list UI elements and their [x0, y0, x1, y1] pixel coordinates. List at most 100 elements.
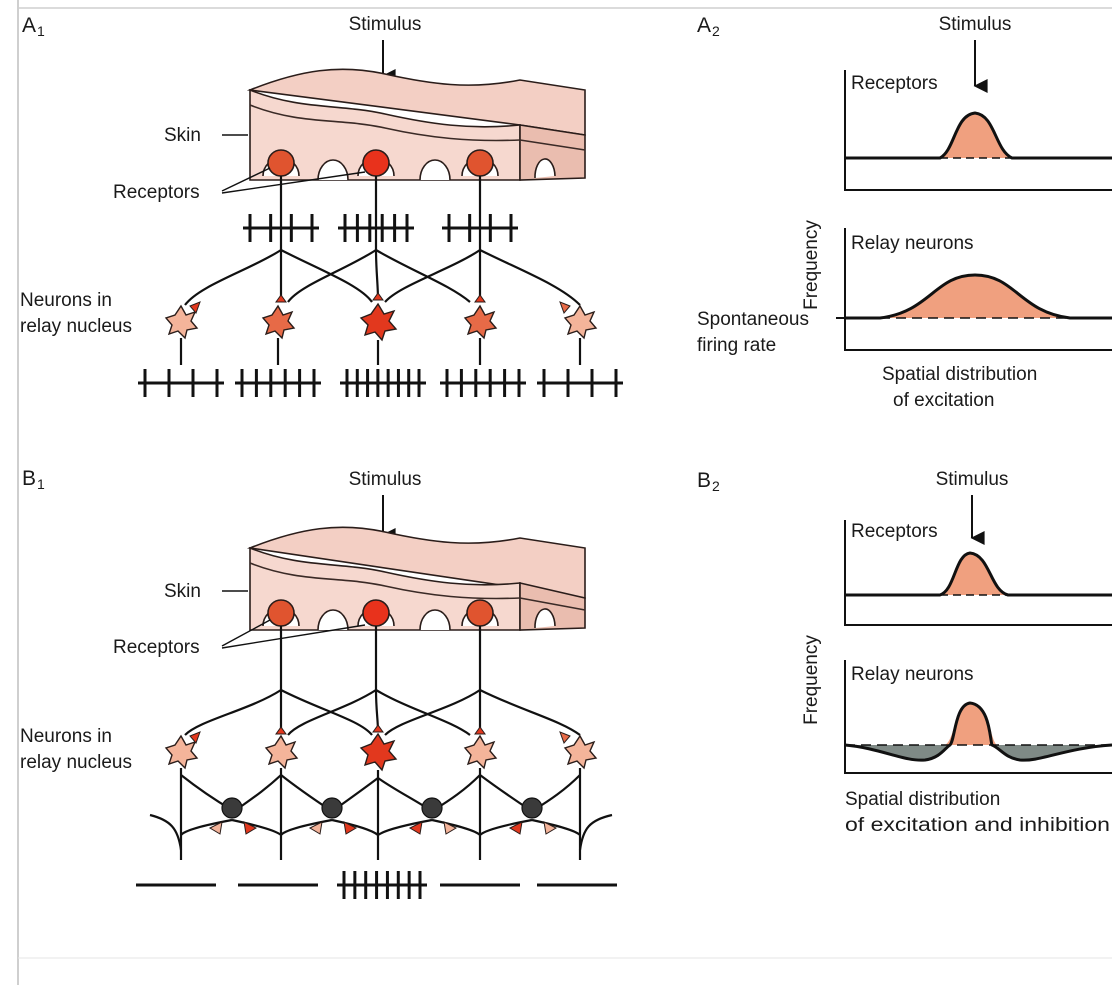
- relay-spike-train-1: [138, 369, 224, 397]
- b1-receptor-axons: [279, 626, 482, 690]
- b1-relay-neurons: [164, 724, 598, 772]
- a2-relay-axes: [844, 228, 1112, 351]
- divergent-connections-a1: [184, 249, 581, 306]
- b1-interneuron-4: [521, 797, 543, 819]
- b2-relay-axes: [844, 660, 1112, 774]
- b1-output-train-3: [337, 871, 427, 899]
- a2-receptors-curve: [845, 111, 1112, 160]
- relay-spike-train-5: [537, 369, 623, 397]
- b2-receptors-plot-label: Receptors: [851, 521, 938, 542]
- receptors-b1: [262, 599, 499, 627]
- b2-receptors-excitation: [940, 553, 1008, 595]
- relay-neuron-a1-5: [563, 304, 598, 340]
- relay-neurons-a1: [164, 292, 598, 342]
- receptor-spike-train-2: [338, 214, 414, 242]
- b1-inhibitory-wiring: [149, 768, 613, 860]
- receptor-b1-2: [362, 599, 390, 627]
- b1-receptors-pointer-2: [221, 624, 366, 649]
- b2-receptors-axes: [844, 520, 1112, 626]
- b2-x-axis-label-line1: Spatial distribution: [845, 789, 1000, 810]
- receptor-spike-train-3: [442, 214, 518, 242]
- b2-relay-curve: [844, 701, 1112, 762]
- a2-spontaneous-label-line2: firing rate: [697, 335, 776, 356]
- b1-skin-label: Skin: [164, 581, 201, 602]
- b2-relay-inhibition-right: [992, 745, 1112, 761]
- b1-skin-block: [246, 526, 586, 631]
- b1-output-trains: [136, 871, 617, 899]
- a2-relay-curve: [845, 273, 1112, 320]
- receptor-spike-trains-a1: [243, 214, 518, 242]
- b1-receptors-label: Receptors: [113, 637, 200, 658]
- b1-relay-neuron-3: [359, 732, 398, 772]
- stimulus-label: Stimulus: [349, 14, 422, 35]
- relay-neuron-a1-3: [359, 302, 398, 342]
- b2-relay-plot-label: Relay neurons: [851, 664, 974, 685]
- a2-frequency-axis-label: Frequency: [801, 220, 822, 310]
- b1-relay-nucleus-label-line2: relay nucleus: [20, 752, 132, 773]
- panel-b1-letter: B: [22, 467, 36, 490]
- b2-receptors-curve: [845, 551, 1112, 597]
- relay-spike-train-2: [235, 369, 321, 397]
- panel-a1-subscript: 1: [37, 23, 45, 39]
- panel-b1: B 1 Stimulus Skin Receptors: [20, 467, 617, 899]
- b1-interneuron-1: [221, 797, 243, 819]
- skin-label: Skin: [164, 125, 201, 146]
- panel-a1-letter: A: [22, 14, 36, 37]
- a2-receptors-excitation: [940, 113, 1012, 158]
- b1-relay-neuron-2: [264, 734, 299, 770]
- panel-b2-subscript: 2: [712, 478, 720, 494]
- skin-top-surface: [246, 68, 586, 136]
- receptor-axons-a1: [279, 176, 482, 250]
- a2-receptors-axes: [844, 70, 1112, 191]
- receptor-a1-1: [267, 149, 295, 177]
- b1-relay-neuron-5: [563, 734, 598, 770]
- panel-a2: A 2 Stimulus Receptors Relay neurons Fre…: [697, 14, 1112, 411]
- a2-receptors-plot-label: Receptors: [851, 73, 938, 94]
- panel-a1: A 1 Stimulus Skin Receptors: [20, 14, 623, 397]
- b1-inhibitory-interneurons: [208, 797, 558, 835]
- a2-relay-excitation: [880, 275, 1070, 318]
- b1-receptors-pointer-1: [221, 619, 271, 647]
- relay-spike-train-4: [440, 369, 526, 397]
- panel-b1-subscript: 1: [37, 476, 45, 492]
- a2-stimulus-label: Stimulus: [939, 14, 1012, 35]
- relay-nucleus-label-line2: relay nucleus: [20, 316, 132, 337]
- a2-x-axis-label-line2: of excitation: [893, 390, 994, 411]
- b1-relay-neuron-1: [164, 734, 199, 770]
- relay-nucleus-label-line1: Neurons in: [20, 290, 112, 311]
- relay-neuron-a1-1: [164, 304, 199, 340]
- b1-relay-neuron-4: [463, 734, 498, 770]
- receptor-b1-1: [267, 599, 295, 627]
- b1-divergent-connections: [184, 689, 581, 736]
- panel-a2-letter: A: [697, 14, 711, 37]
- receptor-a1-3: [466, 149, 494, 177]
- a2-spontaneous-label-line1: Spontaneous: [697, 309, 809, 330]
- b2-stimulus-label: Stimulus: [936, 469, 1009, 490]
- a2-x-axis-label-line1: Spatial distribution: [882, 364, 1037, 385]
- relay-neuron-a1-2: [261, 304, 296, 340]
- receptors-pointer-2: [221, 171, 366, 194]
- b1-interneuron-3: [421, 797, 443, 819]
- receptors-pointer-1: [221, 167, 271, 192]
- panel-b2: B 2 Stimulus Receptors Relay neurons Fre…: [697, 469, 1112, 836]
- relay-neuron-a1-4: [463, 304, 498, 340]
- skin-front-face: [249, 88, 521, 181]
- b2-frequency-axis-label: Frequency: [801, 635, 822, 725]
- relay-axons-a1: [179, 338, 582, 365]
- a2-relay-plot-label: Relay neurons: [851, 233, 974, 254]
- skin-block: [246, 68, 586, 181]
- receptor-spike-train-1: [243, 214, 319, 242]
- receptors-label: Receptors: [113, 182, 200, 203]
- receptor-a1-2: [362, 149, 390, 177]
- relay-spike-train-3: [340, 369, 426, 397]
- receptors-a1: [262, 149, 499, 177]
- b2-x-axis-label-line2: of excitation and inhibition: [845, 815, 1110, 836]
- b1-interneuron-2: [321, 797, 343, 819]
- b1-relay-nucleus-label-line1: Neurons in: [20, 726, 112, 747]
- panel-a2-subscript: 2: [712, 23, 720, 39]
- receptor-b1-3: [466, 599, 494, 627]
- relay-spike-trains-a1: [138, 369, 623, 397]
- b1-stimulus-label: Stimulus: [349, 469, 422, 490]
- panel-b2-letter: B: [697, 469, 711, 492]
